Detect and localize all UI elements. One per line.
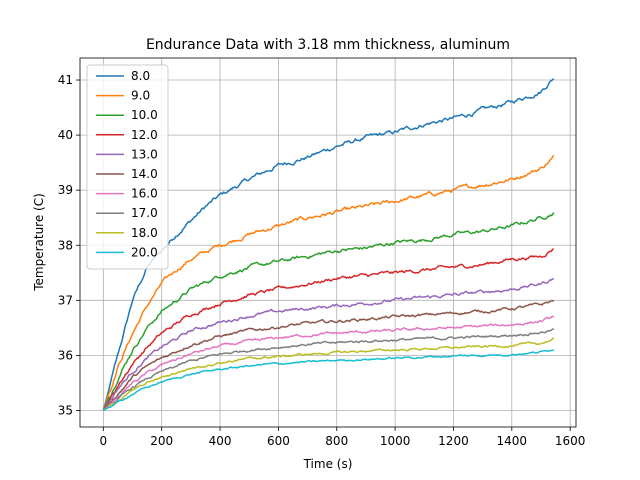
legend-box [86,64,169,270]
legend-label: 16.0 [131,187,158,201]
x-tick-label: 800 [325,434,348,448]
chart-title: Endurance Data with 3.18 mm thickness, a… [146,37,510,53]
y-axis-ticks: 35 36 37 38 39 40 41 [58,73,80,417]
legend-label: 8.0 [131,69,150,83]
x-tick-label: 1400 [497,434,528,448]
legend-label: 9.0 [131,89,150,103]
y-tick-label: 36 [58,348,73,362]
series-line [102,299,555,411]
series-line [102,349,555,412]
legend-label: 10.0 [131,108,158,122]
series-line [102,248,555,411]
plot-frame [79,57,577,428]
x-axis-ticks: 0 200 400 600 800 1000 1200 1400 1600 [100,427,586,448]
series-line [102,315,555,412]
series-lines [102,78,555,412]
legend-label: 14.0 [131,167,158,181]
legend: 8.0 9.0 10.0 12.0 13.0 14.0 16.0 17.0 18.0 20.0 [86,64,169,270]
x-tick-label: 1600 [555,434,586,448]
y-axis-label: Temperature (C) [32,193,46,292]
x-tick-label: 400 [209,434,232,448]
legend-label: 12.0 [131,128,158,142]
x-tick-label: 0 [100,434,108,448]
y-tick-label: 39 [58,183,73,197]
legend-label: 17.0 [131,206,158,220]
y-tick-label: 35 [58,403,73,417]
y-tick-label: 37 [58,293,73,307]
y-tick-label: 40 [58,128,73,142]
x-tick-label: 1200 [438,434,469,448]
series-line [102,78,555,411]
series-line [102,278,554,411]
series-line [102,212,555,411]
y-tick-label: 41 [58,73,73,87]
series-line [102,328,555,412]
series-line [102,337,555,412]
grid [80,58,576,427]
legend-label: 20.0 [131,245,158,259]
x-tick-label: 200 [150,434,173,448]
legend-label: 13.0 [131,147,158,161]
x-tick-label: 600 [267,434,290,448]
series-line [102,154,555,411]
x-tick-label: 1000 [380,434,411,448]
legend-label: 18.0 [131,226,158,240]
y-tick-label: 38 [58,238,73,252]
x-axis-label: Time (s) [303,457,353,471]
